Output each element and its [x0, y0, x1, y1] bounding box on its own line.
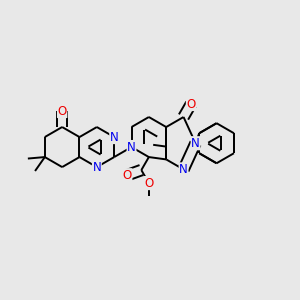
- Text: O: O: [123, 169, 132, 182]
- Text: N: N: [92, 160, 101, 174]
- Text: N: N: [127, 141, 136, 154]
- Text: N: N: [110, 130, 118, 143]
- Text: O: O: [58, 104, 67, 118]
- Text: O: O: [186, 98, 196, 110]
- Text: N: N: [191, 137, 200, 150]
- Text: O: O: [144, 177, 154, 190]
- Text: N: N: [179, 163, 188, 176]
